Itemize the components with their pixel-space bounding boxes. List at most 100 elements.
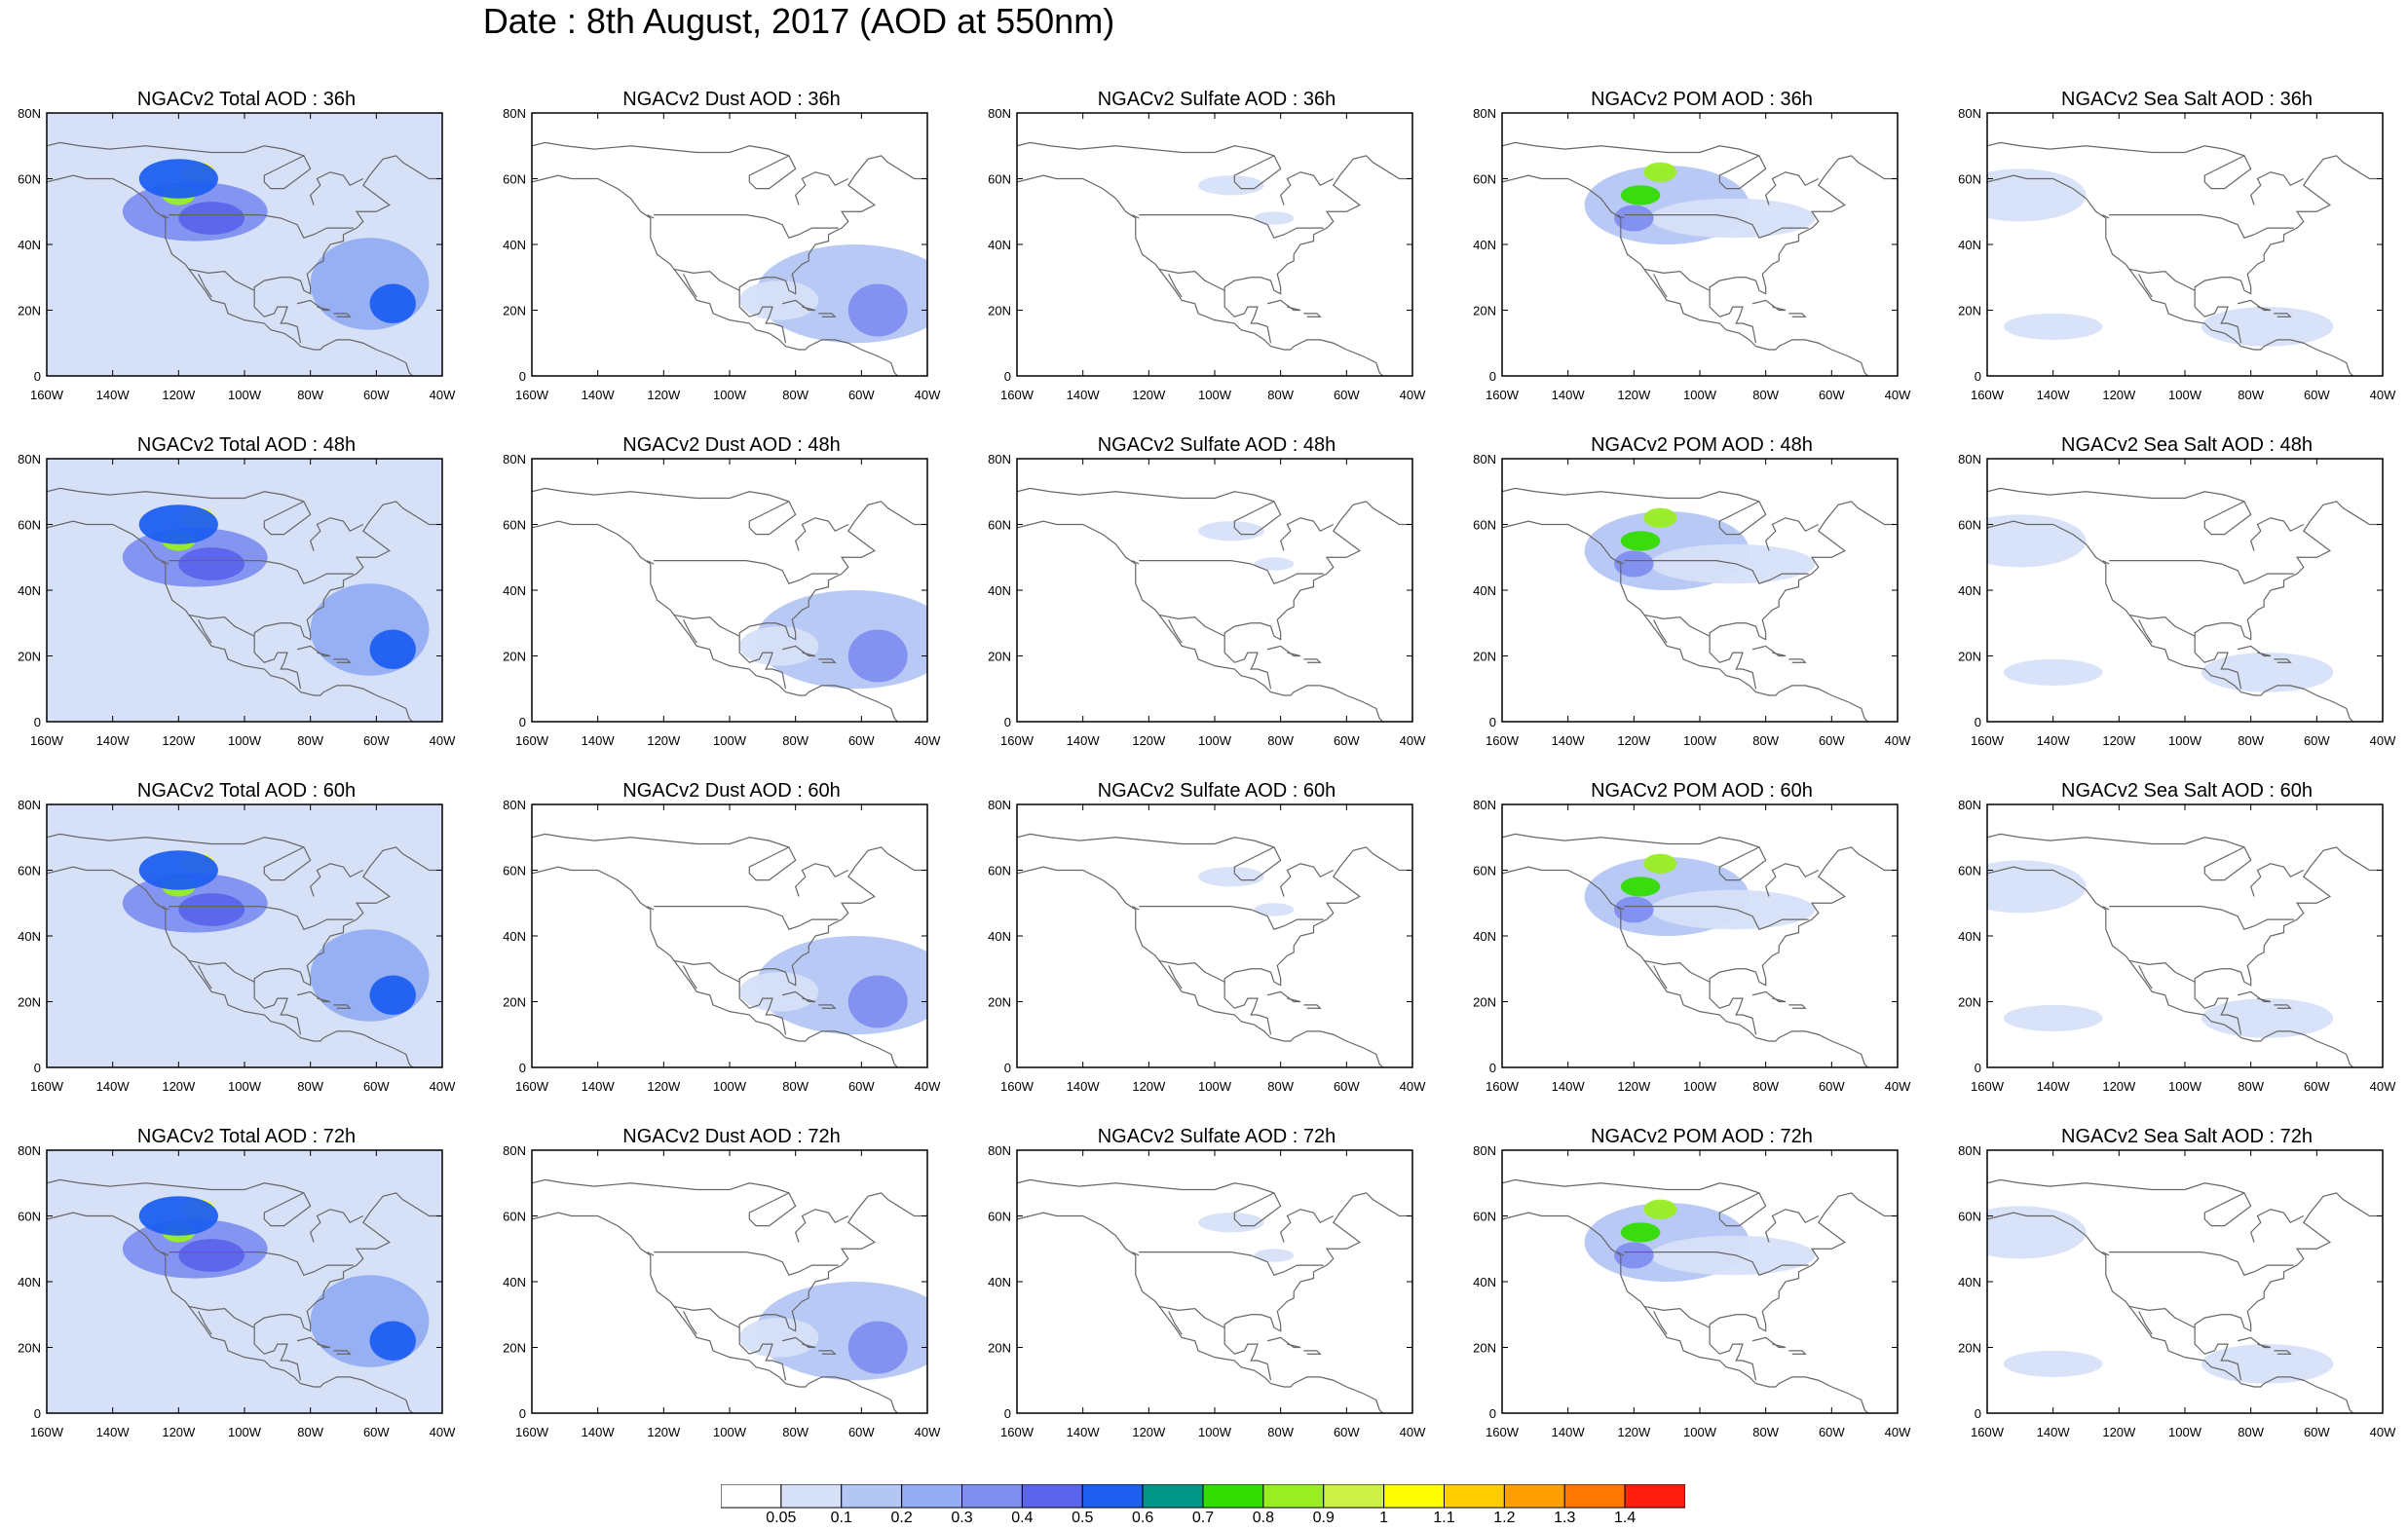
lon-tick-label: 60W [1334, 1425, 1360, 1439]
coastline [781, 1336, 816, 1349]
lon-tick-label: 120W [1617, 733, 1651, 748]
lon-tick-label: 100W [1683, 1425, 1717, 1439]
lon-tick-label: 80W [2238, 733, 2264, 748]
lat-tick-label: 80N [1473, 106, 1496, 121]
coastline [654, 214, 839, 239]
aod-plume [369, 629, 416, 669]
lat-tick-label: 20N [1958, 304, 1981, 318]
lat-tick-label: 20N [503, 304, 526, 318]
lon-tick-label: 80W [1752, 1079, 1779, 1094]
coastline [2237, 299, 2272, 312]
coastline [1303, 658, 1322, 663]
coastline [2128, 614, 2196, 637]
aod-field [47, 804, 442, 1067]
lon-tick-label: 120W [1132, 733, 1166, 748]
panel-title: NGACv2 Total AOD : 36h [136, 89, 357, 110]
colorbar-label: 1.4 [1614, 1510, 1637, 1526]
lat-tick-label: 60N [1473, 172, 1496, 187]
coastline [162, 906, 169, 911]
map-plot: 80N 60N 40N 20N 0 160W 140W 120W 100W 80W 60W 40W [1958, 452, 2396, 748]
lat-tick-label: 0 [34, 1061, 41, 1075]
lon-tick-label: 60W [2304, 1425, 2330, 1439]
coastline [673, 1305, 740, 1328]
coastline [2102, 214, 2110, 219]
aod-plume [1198, 1213, 1264, 1233]
lon-tick-label: 60W [848, 1079, 875, 1094]
coastline [532, 1212, 898, 1413]
colorbar-label: 0.8 [1252, 1510, 1274, 1526]
coastline [647, 214, 655, 219]
lon-tick-label: 160W [1971, 1079, 2005, 1094]
coastline [1168, 1311, 1183, 1335]
lon-tick-label: 120W [162, 1425, 196, 1439]
colorbar-label: 1.1 [1433, 1510, 1455, 1526]
map-plot: 80N 60N 40N 20N 0 160W 140W 120W 100W 80W 60W 40W [1958, 106, 2396, 402]
coastline [818, 1350, 837, 1355]
coastline [654, 560, 839, 584]
lat-tick-label: 40N [503, 1275, 526, 1289]
coastline [253, 501, 442, 722]
coastline [647, 1251, 655, 1256]
lat-tick-label: 40N [1958, 583, 1981, 598]
coastline [1764, 863, 1820, 897]
lon-tick-label: 40W [1400, 1079, 1426, 1094]
colorbar-swatch [780, 1483, 843, 1509]
lat-tick-label: 40N [988, 1275, 1011, 1289]
coastline [2109, 214, 2294, 239]
lon-tick-label: 160W [1486, 388, 1520, 402]
coastline [188, 268, 255, 291]
lon-tick-label: 80W [2238, 1079, 2264, 1094]
lat-tick-label: 40N [1473, 583, 1496, 598]
coastline [1502, 1212, 1868, 1413]
lon-tick-label: 160W [1486, 1425, 1520, 1439]
lon-tick-label: 40W [915, 1079, 941, 1094]
coastline [1017, 520, 1383, 722]
coastline [188, 1305, 255, 1328]
coastline [1502, 520, 1868, 722]
lat-tick-label: 20N [503, 650, 526, 664]
map-plot: 80N 60N 40N 20N 0 160W 140W 120W 100W 80W 60W 40W [988, 106, 1426, 402]
coastline [296, 990, 331, 1003]
lat-tick-label: 0 [1004, 715, 1011, 729]
aod-plume [138, 1196, 218, 1236]
coastline [296, 1336, 331, 1349]
lat-tick-label: 40N [1958, 929, 1981, 944]
coastline [1987, 833, 2252, 881]
aod-plume [1987, 1206, 2087, 1259]
lat-tick-label: 0 [1489, 369, 1496, 384]
coastline [818, 313, 837, 317]
aod-plume [1643, 1199, 1677, 1219]
lon-tick-label: 100W [713, 1079, 747, 1094]
coastline [1788, 1004, 1807, 1009]
coastline [1987, 1178, 2252, 1227]
lat-tick-label: 40N [503, 929, 526, 944]
map-plot: 80N 60N 40N 20N 0 160W 140W 120W 100W 80W 60W 40W [988, 798, 1426, 1094]
aod-plume [1198, 175, 1264, 196]
colorbar-label: 1 [1379, 1510, 1389, 1526]
lat-tick-label: 20N [1473, 650, 1496, 664]
coastline [1303, 1004, 1322, 1009]
panel-title: NGACv2 POM AOD : 72h [1591, 1126, 1813, 1147]
lon-tick-label: 60W [1334, 733, 1360, 748]
lat-tick-label: 80N [503, 1143, 526, 1158]
coastline [2274, 658, 2292, 663]
coastline [1266, 645, 1301, 657]
map-plot: 80N 60N 40N 20N 0 160W 140W 120W 100W 80W 60W 40W [1473, 452, 1911, 748]
lat-tick-label: 40N [1473, 929, 1496, 944]
aod-field [532, 141, 927, 376]
colorbar-swatch [720, 1483, 782, 1509]
panel-title: NGACv2 Sea Salt AOD : 72h [2061, 1126, 2313, 1147]
lon-tick-label: 120W [162, 1079, 196, 1094]
colorbar-swatch [1021, 1483, 1083, 1509]
coastline [2237, 1336, 2272, 1349]
lat-tick-label: 20N [1958, 650, 1981, 664]
aod-plume [1643, 853, 1677, 874]
coastline [47, 487, 312, 536]
lon-tick-label: 120W [2102, 388, 2136, 402]
coastline [47, 1178, 312, 1227]
panel-title: NGACv2 Sulfate AOD : 60h [1097, 780, 1336, 802]
map-panel-total-1: NGACv2 Total AOD : 48h 80N 60N 40N 20N 0 160W 1… [0, 433, 458, 755]
lon-tick-label: 60W [1819, 1425, 1845, 1439]
lat-tick-label: 20N [18, 304, 41, 318]
lat-tick-label: 40N [988, 929, 1011, 944]
